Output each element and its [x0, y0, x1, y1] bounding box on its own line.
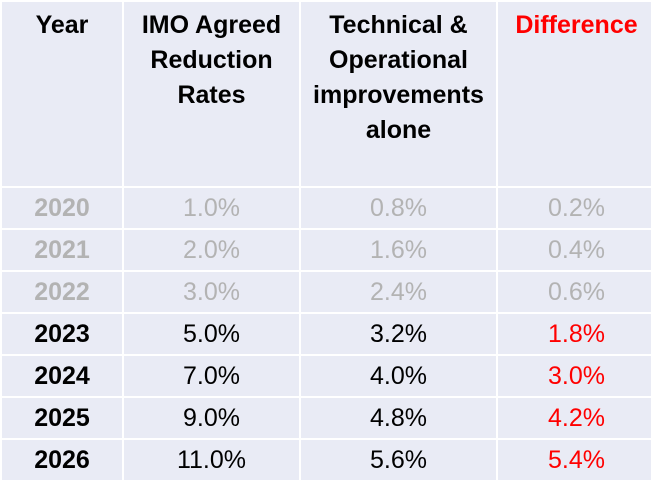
- cell-tech-rate: 1.6%: [301, 230, 496, 270]
- header-imo-rates: IMO Agreed Reduction Rates: [124, 2, 299, 186]
- cell-year: 2022: [2, 272, 122, 312]
- cell-year: 2020: [2, 188, 122, 228]
- cell-year: 2021: [2, 230, 122, 270]
- cell-difference: 3.0%: [498, 356, 651, 396]
- cell-tech-rate: 3.2%: [301, 314, 496, 354]
- header-technical-operational: Technical & Operational improvements alo…: [301, 2, 496, 186]
- cell-imo-rate: 1.0%: [124, 188, 299, 228]
- header-year: Year: [2, 2, 122, 186]
- cell-imo-rate: 9.0%: [124, 398, 299, 438]
- cell-imo-rate: 7.0%: [124, 356, 299, 396]
- cell-imo-rate: 3.0%: [124, 272, 299, 312]
- cell-year: 2024: [2, 356, 122, 396]
- cell-difference: 5.4%: [498, 440, 651, 480]
- cell-imo-rate: 11.0%: [124, 440, 299, 480]
- cell-tech-rate: 4.8%: [301, 398, 496, 438]
- cell-tech-rate: 2.4%: [301, 272, 496, 312]
- cell-tech-rate: 4.0%: [301, 356, 496, 396]
- cell-tech-rate: 0.8%: [301, 188, 496, 228]
- header-difference: Difference: [498, 2, 651, 186]
- cell-difference: 4.2%: [498, 398, 651, 438]
- cell-year: 2025: [2, 398, 122, 438]
- cell-imo-rate: 2.0%: [124, 230, 299, 270]
- cell-difference: 0.4%: [498, 230, 651, 270]
- cell-difference: 1.8%: [498, 314, 651, 354]
- cell-difference: 0.2%: [498, 188, 651, 228]
- cell-difference: 0.6%: [498, 272, 651, 312]
- cell-year: 2023: [2, 314, 122, 354]
- cell-imo-rate: 5.0%: [124, 314, 299, 354]
- cell-tech-rate: 5.6%: [301, 440, 496, 480]
- cell-year: 2026: [2, 440, 122, 480]
